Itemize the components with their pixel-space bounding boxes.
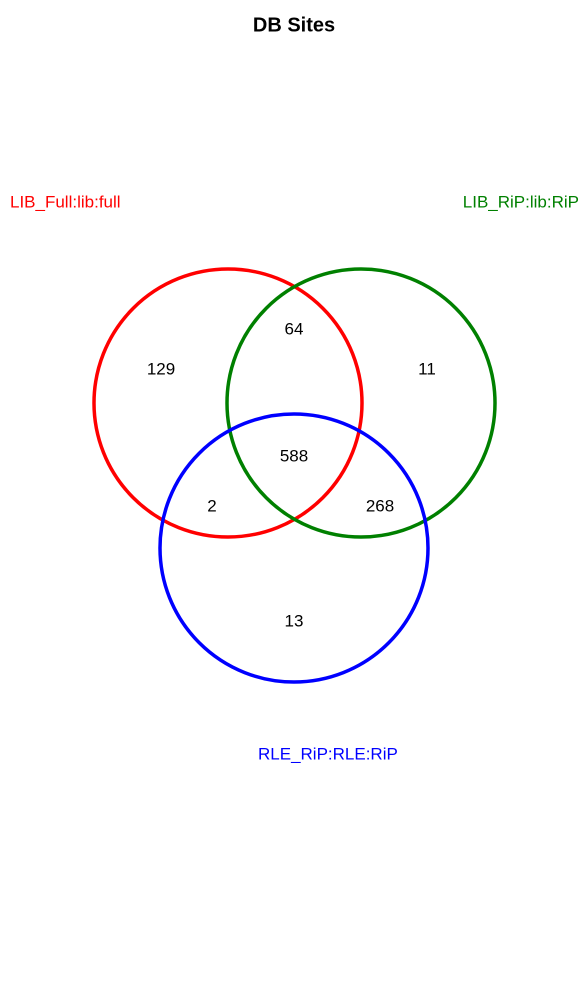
set-label: RLE_RiP:RLE:RiP [258,744,398,763]
region-count: 64 [285,319,304,338]
chart-title: DB Sites [253,14,335,36]
set-label: LIB_RiP:lib:RiP [463,192,579,211]
region-count: 588 [280,446,308,465]
region-count: 129 [147,359,175,378]
set-circle [225,267,497,539]
region-count: 13 [285,611,304,630]
set-circle [158,412,430,684]
region-count: 2 [207,496,216,515]
region-count: 268 [366,496,394,515]
set-label: LIB_Full:lib:full [10,192,121,211]
set-circle [92,267,364,539]
region-count: 11 [418,359,436,378]
